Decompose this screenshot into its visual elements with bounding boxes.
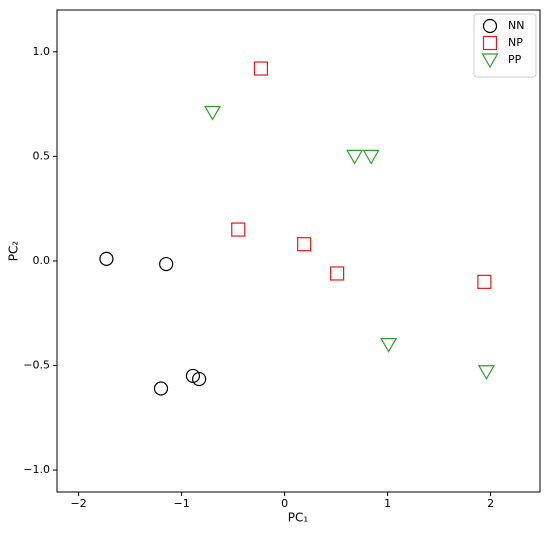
plot-frame <box>56 9 541 493</box>
marker-triangle <box>380 337 398 353</box>
marker-triangle <box>346 149 364 165</box>
y-tick-label: −1.0 <box>23 463 50 476</box>
marker-circle <box>159 256 174 272</box>
marker-square <box>231 222 246 237</box>
marker-circle <box>99 251 114 266</box>
marker-triangle <box>362 149 380 165</box>
marker-circle <box>482 18 498 34</box>
legend-label: NP <box>508 36 523 49</box>
x-tick-label: −1 <box>174 497 190 510</box>
y-tick-label: 0.0 <box>33 254 51 267</box>
marker-triangle <box>477 365 495 380</box>
y-tick-label: 1.0 <box>33 45 51 58</box>
legend-label: PP <box>508 53 522 66</box>
marker-square <box>330 266 345 281</box>
y-axis-label: PC₂ <box>7 241 21 262</box>
marker-circle <box>192 371 207 387</box>
y-tick-label: 0.5 <box>33 149 51 162</box>
x-tick-label: 2 <box>487 497 494 510</box>
x-tick-label: 1 <box>384 497 391 510</box>
y-tick-label: −0.5 <box>23 358 50 371</box>
x-tick-label: 0 <box>281 497 288 510</box>
marker-square <box>297 237 312 252</box>
marker-circle <box>153 381 169 396</box>
x-axis-label: PC₁ <box>288 511 309 525</box>
marker-square <box>477 274 492 289</box>
legend-label: NN <box>508 19 524 32</box>
legend-box <box>473 13 537 78</box>
marker-triangle <box>481 53 499 69</box>
x-tick-label: −2 <box>71 497 87 510</box>
marker-triangle <box>203 105 222 121</box>
marker-square <box>482 35 498 51</box>
marker-square <box>253 61 269 76</box>
